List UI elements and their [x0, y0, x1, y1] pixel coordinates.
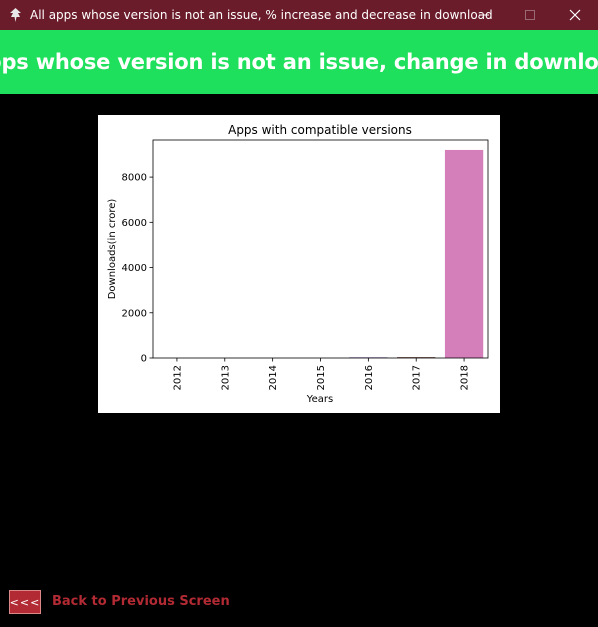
x-tick-label: 2017	[412, 365, 423, 390]
plot-area-frame	[152, 139, 489, 359]
page-header: Apps whose version is not an issue, chan…	[0, 30, 598, 94]
page-heading: Apps whose version is not an issue, chan…	[0, 50, 598, 74]
bar-2018	[444, 149, 484, 358]
x-tick-label: 2018	[460, 365, 471, 390]
x-tick-label: 2012	[172, 365, 183, 390]
y-axis-label: Downloads(in crore)	[107, 199, 118, 300]
y-tick-label: 4000	[122, 263, 147, 274]
y-tick-label: 2000	[122, 308, 147, 319]
x-tick-label: 2014	[268, 365, 279, 390]
minimize-button[interactable]	[461, 0, 507, 30]
y-tick-label: 8000	[122, 173, 147, 184]
y-tick-label: 6000	[122, 218, 147, 229]
x-tick-label: 2015	[316, 365, 327, 390]
close-button[interactable]	[552, 0, 598, 30]
y-tick-label: 0	[141, 354, 147, 365]
back-button[interactable]: <<<	[9, 590, 41, 614]
window-title: All apps whose version is not an issue, …	[30, 8, 493, 22]
minimize-icon	[479, 14, 489, 16]
x-tick-label: 2016	[364, 365, 375, 390]
maximize-icon	[525, 10, 535, 20]
title-bar: All apps whose version is not an issue, …	[0, 0, 598, 30]
maximize-button[interactable]	[507, 0, 553, 30]
bar-2017	[397, 357, 436, 358]
chart-title: Apps with compatible versions	[228, 123, 412, 137]
bar-chart: Apps with compatible versions 0 2000 4000 6…	[107, 123, 489, 405]
chart-panel: Apps with compatible versions 0 2000 4000 6…	[98, 115, 500, 413]
back-link[interactable]: Back to Previous Screen	[52, 594, 230, 609]
close-icon	[569, 9, 581, 21]
x-axis-label: Years	[306, 394, 333, 405]
x-tick-label: 2013	[220, 365, 231, 390]
feather-icon	[10, 8, 21, 22]
